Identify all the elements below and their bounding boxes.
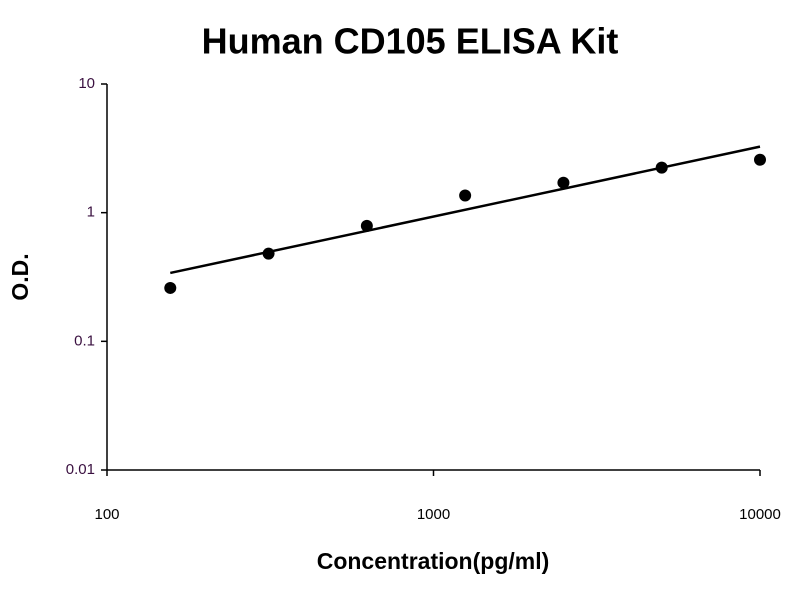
data-point <box>459 189 472 202</box>
y-tick-label: 10 <box>78 75 95 92</box>
data-point <box>360 219 373 232</box>
y-tick-label: 0.01 <box>66 461 95 478</box>
data-point <box>164 281 177 294</box>
x-axis-label: Concentration(pg/ml) <box>317 548 550 574</box>
y-tick-label: 1 <box>87 204 95 221</box>
data-point <box>262 247 275 260</box>
data-point <box>754 153 766 166</box>
y-axis-label: O.D. <box>7 253 33 300</box>
x-tick-label: 100 <box>94 506 119 523</box>
y-tick-label: 0.1 <box>74 332 95 349</box>
data-point <box>655 161 668 174</box>
chart-title: Human CD105 ELISA Kit <box>202 21 619 62</box>
x-tick-label: 1000 <box>417 506 450 523</box>
data-point <box>557 176 570 189</box>
x-tick-label: 10000 <box>739 506 781 523</box>
trend-line <box>170 145 761 275</box>
